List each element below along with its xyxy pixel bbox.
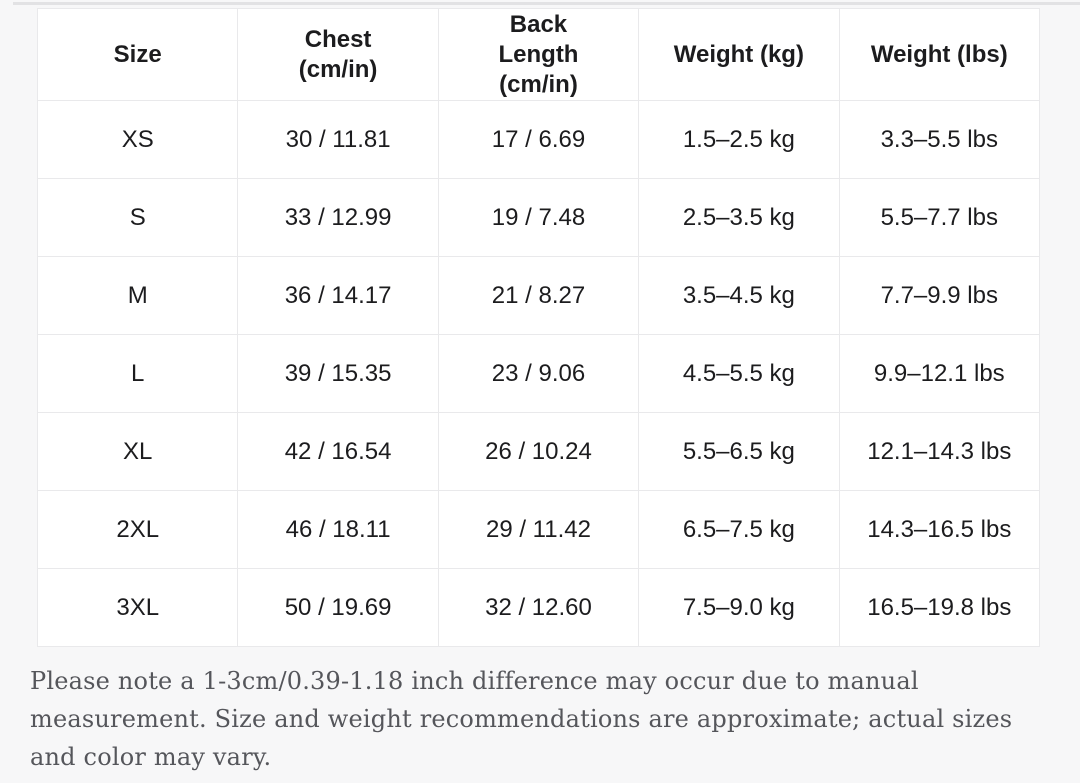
size-chart-table: Size Chest (cm/in) Back Length (cm/in) Weig… xyxy=(36,8,1041,647)
table-row-xs: XS 30 / 11.81 17 / 6.69 1.5–2.5 kg 3.3–5.5 l… xyxy=(36,100,1041,179)
table-cell: 7.7–9.9 lbs xyxy=(838,256,1041,335)
table-cell: 21 / 8.27 xyxy=(437,256,640,335)
table-cell: 9.9–12.1 lbs xyxy=(838,334,1041,413)
table-cell: L xyxy=(36,334,239,413)
header-cell-0: Size xyxy=(36,8,239,101)
table-cell: 5.5–7.7 lbs xyxy=(838,178,1041,257)
table-cell: 14.3–16.5 lbs xyxy=(838,490,1041,569)
header-cell-3: Weight (kg) xyxy=(638,8,840,101)
header-row: Size Chest (cm/in) Back Length (cm/in) Weig… xyxy=(36,8,1041,101)
size-chart-header: Size Chest (cm/in) Back Length (cm/in) Weig… xyxy=(36,8,1041,101)
table-row-3xl: 3XL 50 / 19.69 32 / 12.60 7.5–9.0 kg 16.5–19… xyxy=(36,568,1041,647)
table-cell: 12.1–14.3 lbs xyxy=(838,412,1041,491)
table-cell: 50 / 19.69 xyxy=(237,568,439,647)
table-cell: M xyxy=(36,256,239,335)
table-cell: 7.5–9.0 kg xyxy=(638,568,840,647)
table-cell: 2XL xyxy=(36,490,239,569)
table-cell: 1.5–2.5 kg xyxy=(638,100,840,179)
table-cell: 2.5–3.5 kg xyxy=(638,178,840,257)
table-cell: 30 / 11.81 xyxy=(237,100,439,179)
table-cell: 29 / 11.42 xyxy=(437,490,640,569)
table-cell: 33 / 12.99 xyxy=(237,178,439,257)
table-row-m: M 36 / 14.17 21 / 8.27 3.5–4.5 kg 7.7–9.9 lb… xyxy=(36,256,1041,335)
header-cell-1: Chest (cm/in) xyxy=(237,8,439,101)
top-divider xyxy=(13,2,1080,5)
table-cell: 23 / 9.06 xyxy=(437,334,640,413)
size-chart-body: XS 30 / 11.81 17 / 6.69 1.5–2.5 kg 3.3–5.5 l… xyxy=(36,100,1041,647)
header-cell-2: Back Length (cm/in) xyxy=(437,8,640,101)
table-cell: XL xyxy=(36,412,239,491)
table-cell: 3.3–5.5 lbs xyxy=(838,100,1041,179)
table-cell: 36 / 14.17 xyxy=(237,256,439,335)
table-cell: 32 / 12.60 xyxy=(437,568,640,647)
table-row-l: L 39 / 15.35 23 / 9.06 4.5–5.5 kg 9.9–12.1 l… xyxy=(36,334,1041,413)
table-cell: 42 / 16.54 xyxy=(237,412,439,491)
table-cell: 17 / 6.69 xyxy=(437,100,640,179)
table-cell: 46 / 18.11 xyxy=(237,490,439,569)
table-cell: 19 / 7.48 xyxy=(437,178,640,257)
table-cell: 26 / 10.24 xyxy=(437,412,640,491)
table-cell: 4.5–5.5 kg xyxy=(638,334,840,413)
measurement-note: Please note a 1-3cm/0.39-1.18 inch diffe… xyxy=(30,667,1013,771)
table-cell: 16.5–19.8 lbs xyxy=(838,568,1041,647)
table-cell: 6.5–7.5 kg xyxy=(638,490,840,569)
table-cell: 5.5–6.5 kg xyxy=(638,412,840,491)
table-row-xl: XL 42 / 16.54 26 / 10.24 5.5–6.5 kg 12.1–14.… xyxy=(36,412,1041,491)
table-cell: XS xyxy=(36,100,239,179)
table-cell: 3XL xyxy=(36,568,239,647)
table-row-2xl: 2XL 46 / 18.11 29 / 11.42 6.5–7.5 kg 14.3–16… xyxy=(36,490,1041,569)
header-cell-4: Weight (lbs) xyxy=(838,8,1041,101)
table-cell: S xyxy=(36,178,239,257)
table-cell: 3.5–4.5 kg xyxy=(638,256,840,335)
table-row-s: S 33 / 12.99 19 / 7.48 2.5–3.5 kg 5.5–7.7 lb… xyxy=(36,178,1041,257)
table-cell: 39 / 15.35 xyxy=(237,334,439,413)
